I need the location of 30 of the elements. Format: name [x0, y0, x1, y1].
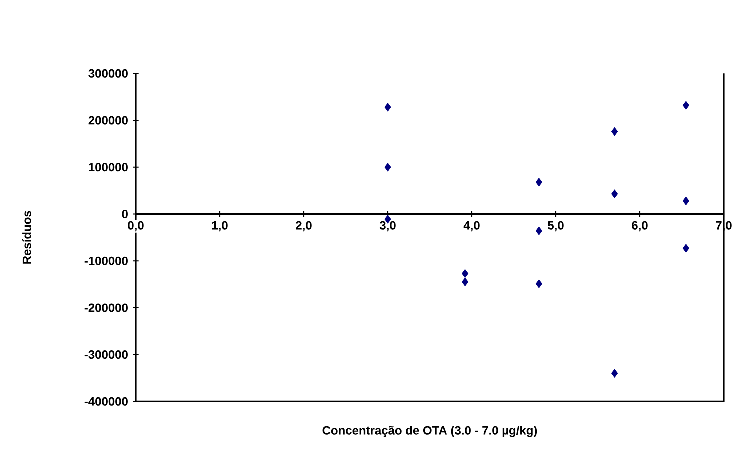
x-tick-label: 6,0 — [632, 221, 648, 232]
y-tick-label: 100000 — [89, 163, 128, 172]
point — [682, 244, 690, 253]
y-axis-title: Resíduos — [22, 211, 32, 264]
y-tick-label: 200000 — [88, 116, 128, 125]
x-tick-label: 5,0 — [548, 221, 564, 232]
y-tick-label: -400000 — [84, 397, 128, 406]
point — [682, 101, 690, 110]
point — [384, 163, 392, 172]
point — [462, 278, 469, 286]
x-tick-label: 2,0 — [296, 221, 312, 232]
point — [536, 280, 542, 288]
x-tick-label: 4,0 — [464, 221, 480, 232]
point — [612, 369, 618, 378]
y-tick-label: -300000 — [84, 350, 128, 360]
point — [682, 196, 690, 206]
x-tick-label: 3,0 — [380, 221, 396, 232]
y-tick-label: -100000 — [84, 256, 128, 266]
y-tick-label: 300000 — [88, 69, 128, 78]
x-axis-title: Concentração de OTA (3.0 - 7.0 µg/kg) — [322, 426, 538, 438]
point — [536, 178, 542, 187]
point — [536, 226, 542, 236]
x-tick-label: 1,0 — [212, 221, 228, 232]
point — [384, 103, 392, 112]
point — [612, 190, 618, 198]
point — [612, 128, 618, 136]
y-tick-label: 0 — [122, 210, 128, 218]
point — [462, 269, 469, 278]
x-tick-label: 0,0 — [128, 221, 144, 232]
y-tick-label: -200000 — [84, 304, 128, 312]
